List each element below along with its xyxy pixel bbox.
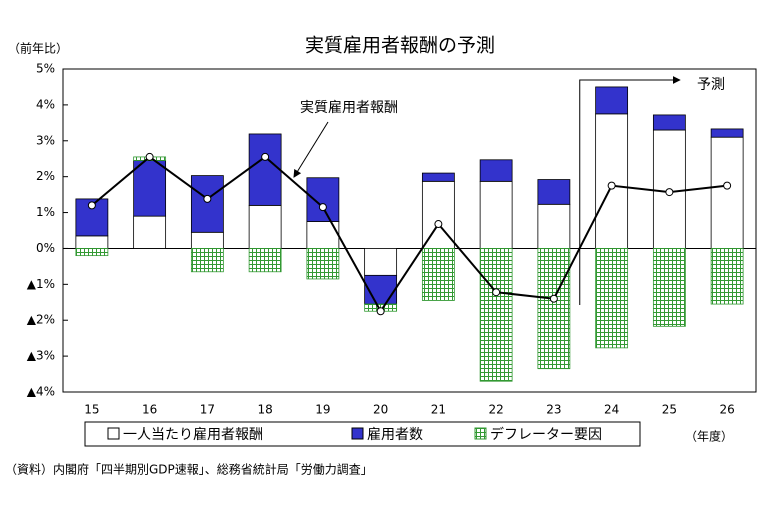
line-point (318, 203, 327, 212)
bar-segment (364, 248, 398, 276)
bar-segment (479, 180, 513, 249)
source: （資料）内閣府「四半期別GDP速報」、総務省統計局「労働力調査」 (5, 462, 373, 477)
y-tick-label: 1% (36, 205, 55, 219)
x-tick-label: 17 (200, 403, 215, 417)
y-unit: （前年比） (8, 41, 68, 56)
y-tick-label: 4% (36, 97, 55, 111)
line-point (261, 152, 270, 161)
x-tick-label: 21 (431, 403, 446, 417)
line-point (665, 188, 674, 197)
y-tick-label: 2% (36, 169, 55, 183)
x-tick-label: 22 (488, 403, 503, 417)
x-tick-label: 26 (719, 403, 734, 417)
line-point (492, 288, 501, 297)
bar-segment (306, 177, 340, 222)
line-point (549, 294, 558, 303)
bar-segment (248, 204, 282, 249)
bar-segment (75, 235, 109, 249)
bar-segment (479, 159, 513, 182)
line-point (203, 194, 212, 203)
bar-segment (190, 175, 224, 233)
chart-title: 実質雇用者報酬の予測 (305, 35, 495, 57)
forecast-bracket (579, 76, 681, 305)
x-tick-label: 24 (604, 403, 619, 417)
x-tick-label: 20 (373, 403, 388, 417)
line-point (434, 220, 443, 229)
bar-segment (190, 248, 224, 273)
line-point (723, 181, 732, 190)
legend-label: デフレーター要因 (490, 426, 602, 443)
bar-segment (652, 248, 686, 327)
bar-segment (710, 248, 744, 305)
legend-swatch (107, 427, 120, 440)
plot-frame (62, 68, 757, 393)
x-tick-label: 16 (142, 403, 157, 417)
legend-swatch (474, 427, 487, 440)
line-point (376, 307, 385, 316)
bar-segment (190, 231, 224, 249)
legend-label: 雇用者数 (367, 426, 423, 443)
bar-segment (421, 172, 455, 182)
line-point (87, 201, 96, 210)
bar-segment (595, 86, 629, 115)
y-tick-label: 5% (36, 62, 55, 76)
y-tick-label: 0% (36, 241, 55, 255)
bar-segment (595, 248, 629, 349)
annotation-arrow (293, 121, 329, 178)
bar-segment (364, 274, 398, 305)
y-tick-label: ▲1% (27, 277, 55, 291)
x-tick-label: 19 (315, 403, 330, 417)
bar-segment (306, 248, 340, 280)
line (91, 155, 728, 314)
x-tick-label: 23 (546, 403, 561, 417)
legend-swatch (351, 427, 364, 440)
bar-segment (133, 215, 167, 249)
bar-segment (479, 248, 513, 382)
bar-segment (133, 160, 167, 217)
line-annotation: 実質雇用者報酬 (300, 99, 398, 116)
bar-segment (421, 248, 455, 301)
bar-segment (75, 248, 109, 257)
line-point (607, 181, 616, 190)
bar-segment (710, 136, 744, 249)
bar-segment (652, 114, 686, 131)
bar-segment (248, 248, 282, 273)
bar-segment (710, 128, 744, 138)
bar-segment (537, 203, 571, 249)
x-tick-label: 25 (662, 403, 677, 417)
y-tick-label: 3% (36, 133, 55, 147)
x-tick-label: 15 (84, 403, 99, 417)
line-point (145, 152, 154, 161)
bar-segment (248, 133, 282, 206)
bar-segment (537, 248, 571, 370)
y-tick-label: ▲4% (27, 385, 55, 399)
bar-segment (595, 113, 629, 249)
x-tick-label: 18 (257, 403, 272, 417)
y-tick-label: ▲3% (27, 349, 55, 363)
y-tick-label: ▲2% (27, 313, 55, 327)
bar-segment (537, 179, 571, 205)
x-unit: （年度） (685, 429, 733, 444)
legend-label: 一人当たり雇用者報酬 (123, 426, 263, 443)
forecast-label: 予測 (697, 77, 725, 93)
